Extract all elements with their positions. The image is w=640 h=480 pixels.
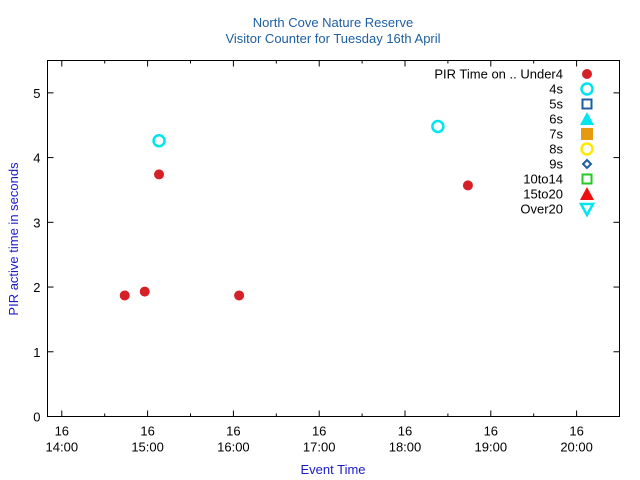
x-tick-day-label: 16 [140,424,154,439]
x-tick-time-label: 18:00 [389,440,422,455]
x-tick-time-label: 17:00 [303,440,336,455]
legend-marker [580,112,594,125]
x-tick-time-label: 14:00 [46,440,79,455]
y-tick-label: 2 [33,280,40,295]
x-tick-time-label: 16:00 [217,440,250,455]
plot-area-border [47,60,620,417]
data-point [154,169,165,180]
legend-label: PIR Time on .. Under4 [434,67,563,82]
legend-label: 7s [549,127,563,142]
legend-label: 4s [549,82,563,97]
y-tick-label: 4 [33,151,40,166]
legend-label: 6s [549,112,563,127]
legend-marker [581,158,593,170]
x-axis-label: Event Time [300,462,365,477]
data-points [119,119,473,301]
legend-marker [581,98,593,110]
x-tick-time-label: 15:00 [131,440,164,455]
y-tick-label: 0 [33,410,40,425]
y-axis: 0 1 2 3 4 5 [33,86,620,425]
y-axis-label: PIR active time in seconds [6,162,21,316]
x-tick-time-label: 19:00 [475,440,508,455]
legend-marker [580,142,594,156]
y-tick-label: 3 [33,215,40,230]
x-tick-time-label: 20:00 [560,440,593,455]
legend-marker [581,173,593,185]
chart-title: North Cove Nature Reserve [253,15,413,30]
legend-label: Over20 [520,202,563,217]
legend-label: 9s [549,157,563,172]
x-tick-day-label: 16 [569,424,583,439]
legend-marker [580,82,594,96]
legend-label: 10to14 [523,172,563,187]
x-tick-day-label: 16 [226,424,240,439]
legend: PIR Time on .. Under44s5s6s7s8s9s10to141… [434,67,596,218]
x-tick-day-label: 16 [55,424,69,439]
legend-label: 8s [549,142,563,157]
x-axis: 1614:001615:001616:001617:001618:001619:… [46,60,620,455]
legend-label: 5s [549,97,563,112]
x-tick-day-label: 16 [312,424,326,439]
data-point [234,290,245,301]
chart-subtitle: Visitor Counter for Tuesday 16th April [225,31,440,46]
legend-marker [578,202,596,218]
legend-marker [582,69,592,79]
legend-label: 15to20 [523,187,563,202]
data-point [462,180,473,191]
data-point [119,290,130,301]
x-tick-day-label: 16 [398,424,412,439]
legend-marker [581,128,593,140]
data-point [139,286,150,297]
legend-marker [580,187,594,200]
data-point [431,119,445,134]
x-tick-day-label: 16 [484,424,498,439]
y-tick-label: 1 [33,345,40,360]
data-point [152,134,166,148]
y-tick-label: 5 [33,86,40,101]
